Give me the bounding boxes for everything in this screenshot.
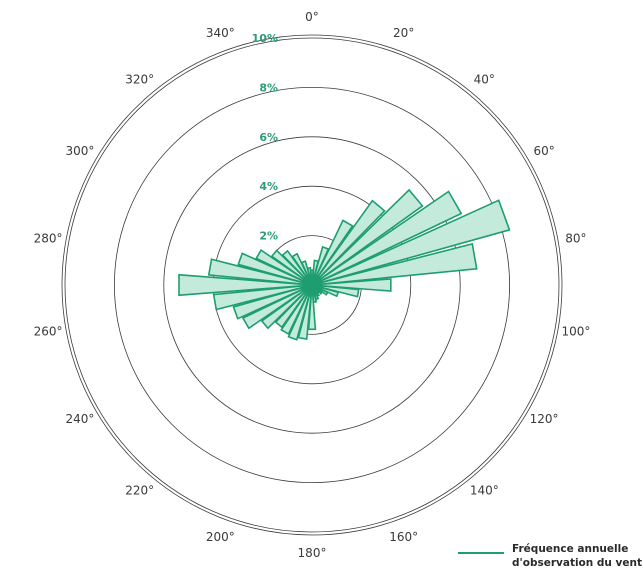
radial-label-4pct: 4% (259, 180, 278, 193)
petal-350deg (306, 266, 313, 286)
petal-40deg (311, 199, 386, 286)
petal-270deg (178, 273, 313, 297)
petal-260deg (212, 284, 313, 311)
angle-label-320: 320° (125, 73, 154, 87)
angle-label-280: 280° (34, 232, 63, 246)
petal-70deg (311, 199, 511, 286)
legend-label-line2: d'observation du vent (512, 557, 643, 569)
grid-ring-10pct (64, 37, 560, 533)
angle-label-0: 0° (305, 10, 319, 24)
angle-label-60: 60° (533, 144, 554, 158)
petal-240deg (241, 284, 313, 330)
angle-label-200: 200° (206, 530, 235, 544)
wind-petals (178, 188, 511, 341)
petal-80deg (311, 242, 478, 286)
petal-60deg (311, 190, 463, 286)
angle-label-140: 140° (470, 483, 499, 497)
legend-label: Fréquence annuelle d'observation du vent (512, 542, 642, 570)
outer-ring (61, 34, 563, 536)
petal-90deg (311, 278, 392, 292)
radial-grid (61, 34, 563, 536)
legend-label-line1: Fréquence annuelle (512, 543, 629, 555)
radial-label-6pct: 6% (259, 131, 278, 144)
grid-ring-6pct (163, 136, 461, 434)
angle-label-260: 260° (34, 325, 63, 339)
legend-swatch-line (458, 552, 504, 554)
angle-label-240: 240° (65, 412, 94, 426)
petal-50deg (311, 188, 424, 286)
angle-label-80: 80° (565, 232, 586, 246)
angle-label-40: 40° (474, 73, 495, 87)
angle-label-180: 180° (298, 546, 327, 560)
grid-ring-8pct (113, 86, 511, 484)
angle-label-160: 160° (389, 530, 418, 544)
petal-250deg (232, 284, 313, 320)
angle-label-20: 20° (393, 26, 414, 40)
angle-label-340: 340° (206, 26, 235, 40)
radial-label-8pct: 8% (259, 81, 278, 94)
petal-290deg (237, 252, 313, 286)
angle-label-100: 100° (561, 325, 590, 339)
radial-label-10pct: 10% (252, 32, 278, 45)
angle-label-120: 120° (530, 412, 559, 426)
angle-label-300: 300° (65, 144, 94, 158)
angular-tick-labels: 0° 20° 40° 60° 80° 100° 120° 140° 160° 180° 200° 22… (34, 10, 591, 560)
radial-label-2pct: 2% (259, 230, 278, 243)
angle-label-220: 220° (125, 483, 154, 497)
radial-tick-labels: 2% 4% 6% 8% 10% (252, 32, 278, 243)
